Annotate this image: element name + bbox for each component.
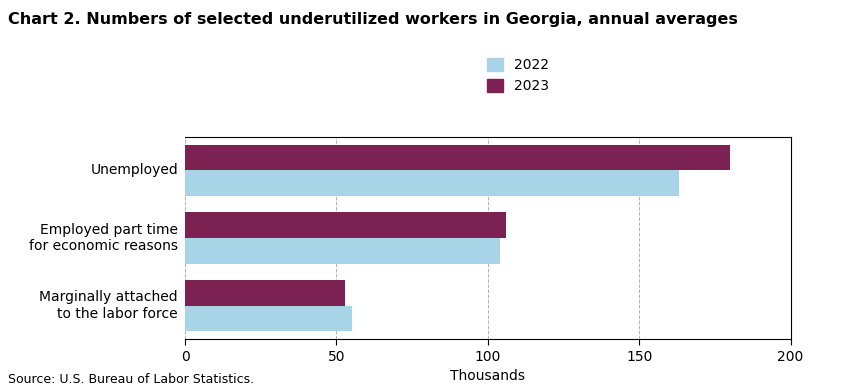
Legend: 2022, 2023: 2022, 2023: [487, 58, 549, 93]
X-axis label: Thousands: Thousands: [450, 369, 526, 383]
Bar: [185, 238, 500, 264]
Text: Source: U.S. Bureau of Labor Statistics.: Source: U.S. Bureau of Labor Statistics.: [8, 373, 255, 386]
Bar: [185, 170, 679, 196]
Bar: [185, 212, 506, 238]
Bar: [185, 145, 730, 170]
Bar: [185, 280, 346, 305]
Text: Chart 2. Numbers of selected underutilized workers in Georgia, annual averages: Chart 2. Numbers of selected underutiliz…: [8, 12, 738, 27]
Bar: [185, 305, 352, 331]
